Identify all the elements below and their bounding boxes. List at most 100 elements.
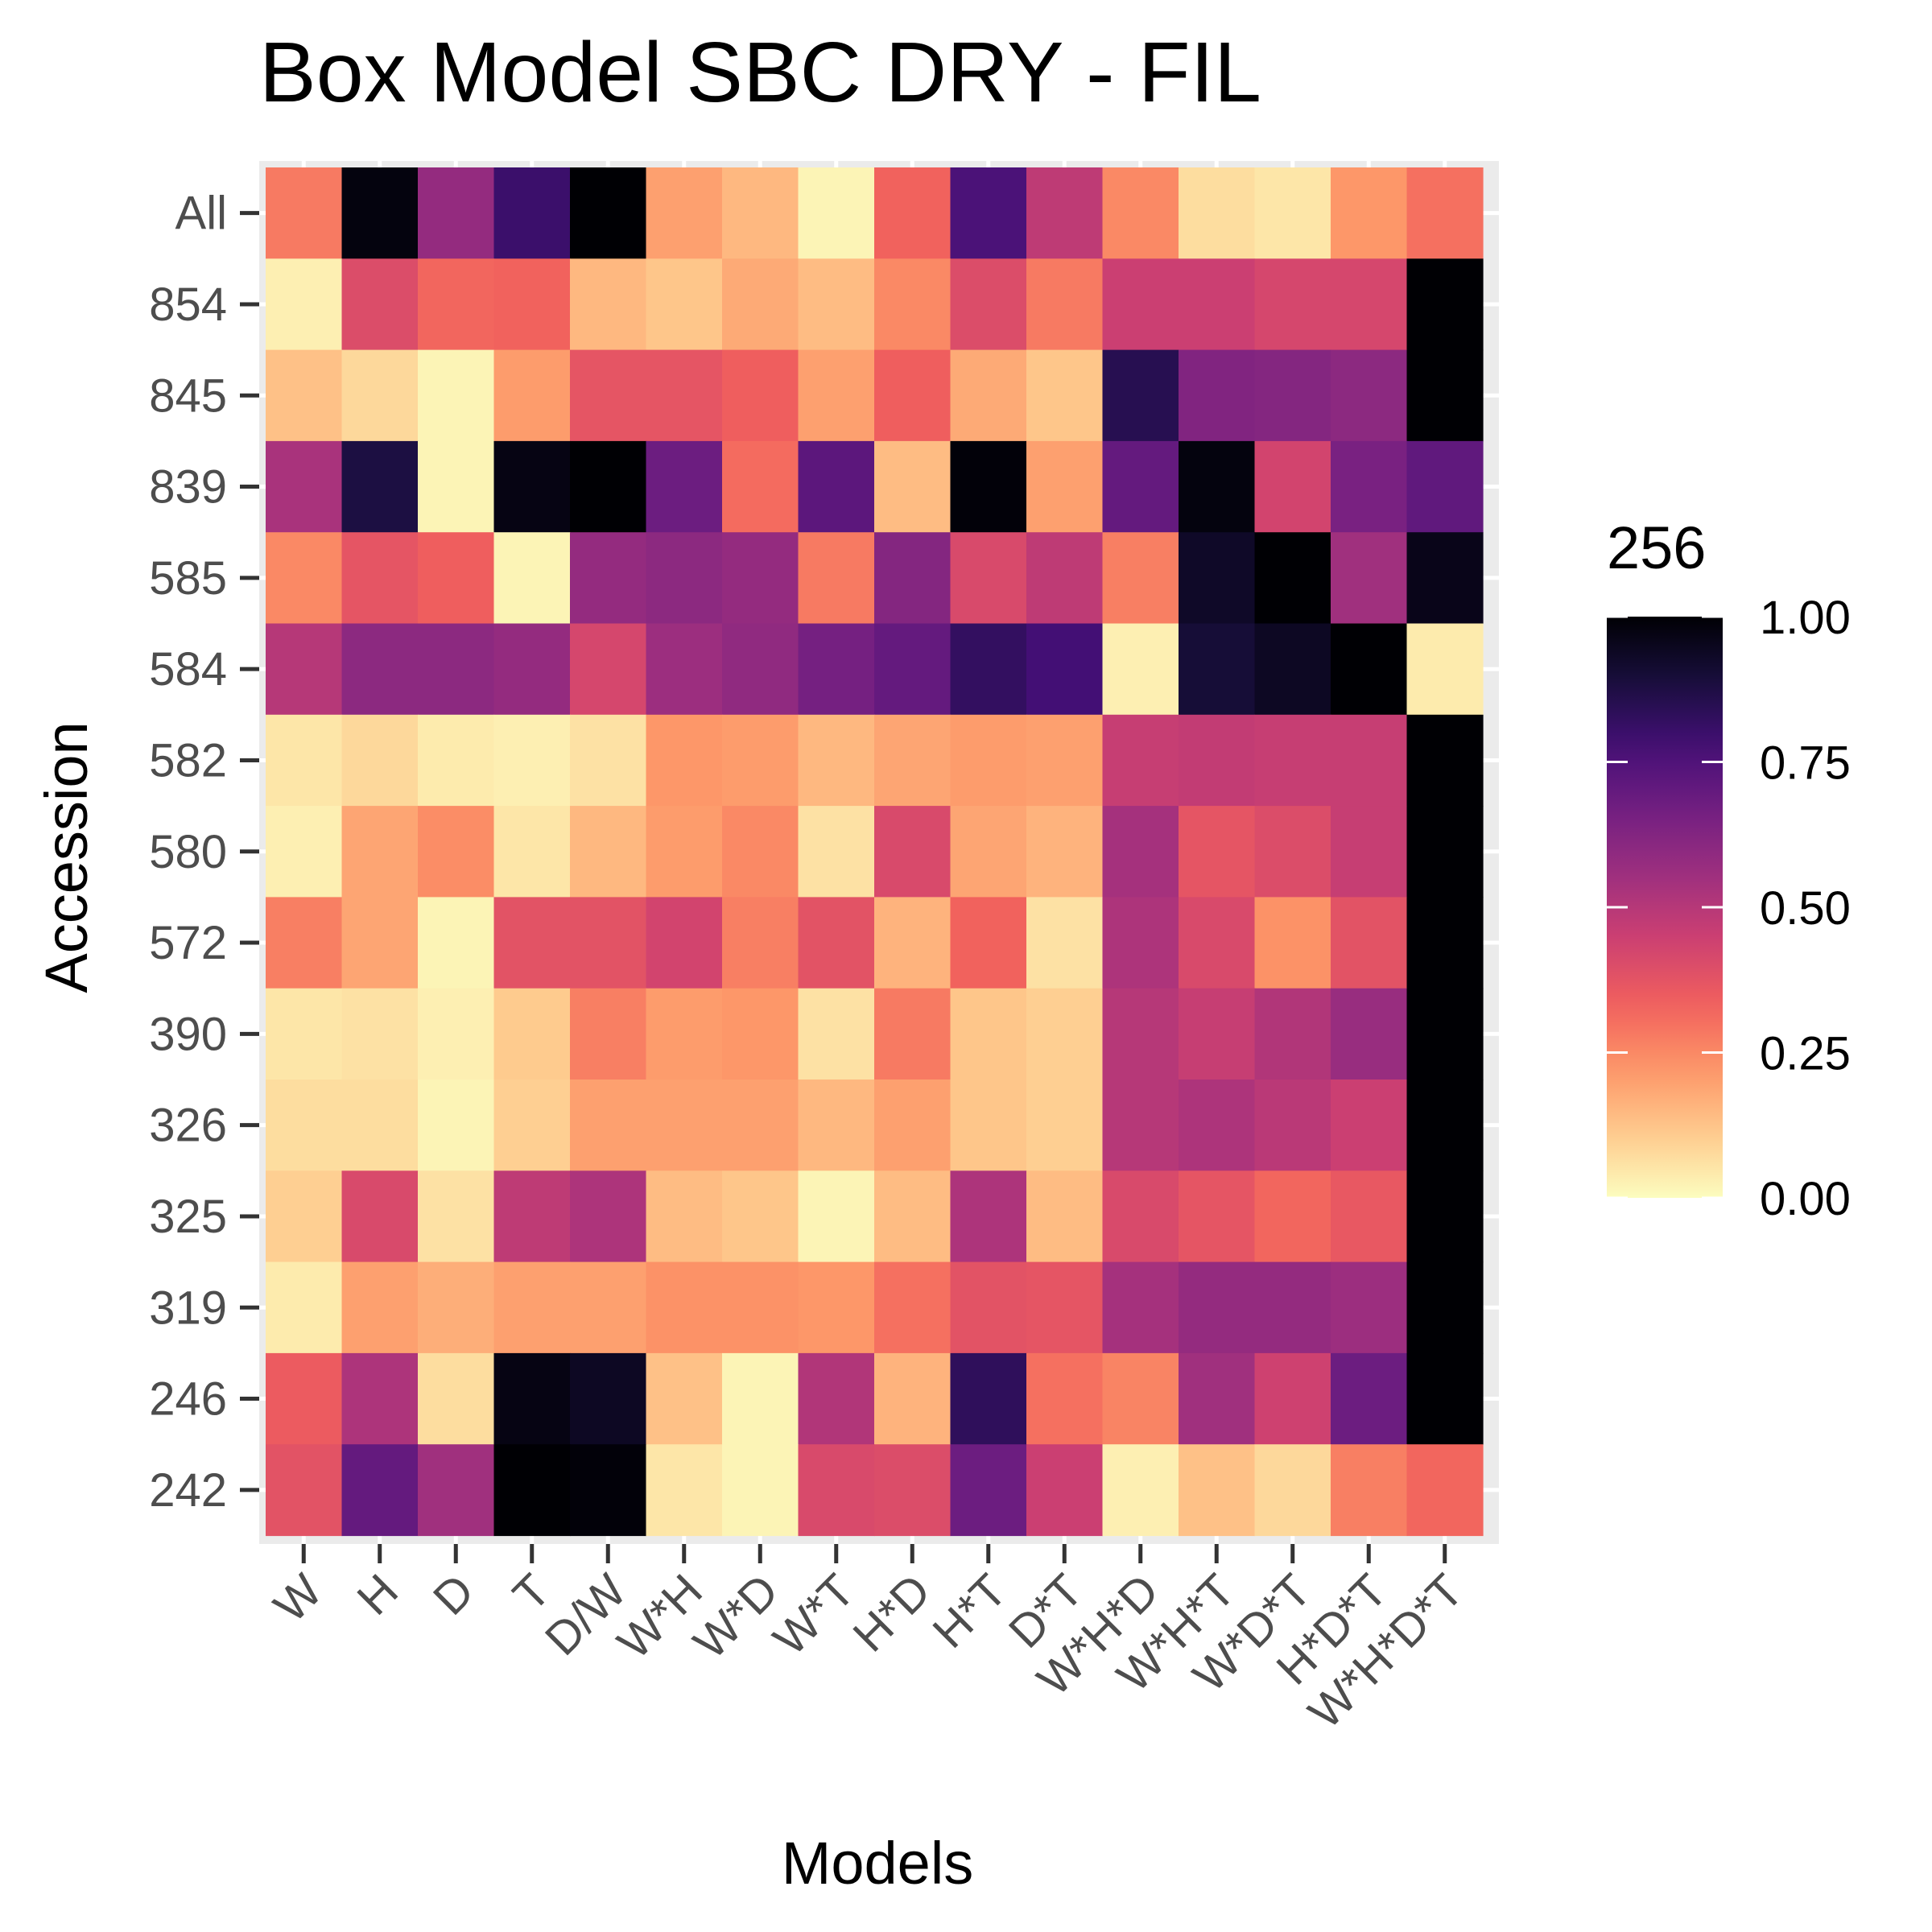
tile-390-wxt: [798, 988, 875, 1080]
tile-582-dxt: [1026, 714, 1104, 807]
tile-845-w: [266, 349, 343, 442]
y-tick-label: 572: [149, 917, 227, 969]
tile-319-wxh: [646, 1261, 723, 1354]
tile-242-wxhxt: [1179, 1444, 1256, 1537]
tile-572-d-w: [570, 897, 647, 989]
tile-854-hxt: [950, 258, 1027, 351]
tile-325-dxt: [1026, 1170, 1104, 1263]
tile-all-wxh: [646, 167, 723, 259]
tile-all-hxd: [874, 167, 952, 259]
tile-242-h: [341, 1444, 419, 1537]
y-tick-label: 319: [149, 1282, 227, 1334]
tile-all-wxd: [722, 167, 799, 259]
tile-582-t: [493, 714, 571, 807]
tile-246-d: [418, 1352, 495, 1445]
tile-326-hxd: [874, 1080, 952, 1171]
tile-584-w: [266, 623, 343, 716]
x-tick-label: W*D: [683, 1564, 788, 1669]
tile-839-dxt: [1026, 440, 1104, 533]
tile-580-wxd: [722, 806, 799, 898]
tile-390-wxh: [646, 988, 723, 1080]
tile-854-t: [493, 258, 571, 351]
tile-246-hxt: [950, 1352, 1027, 1445]
tile-585-wxd: [722, 532, 799, 625]
tile-845-h: [341, 349, 419, 442]
tile-390-wxd: [722, 988, 799, 1080]
tile-854-hxd: [874, 258, 952, 351]
x-tick-label: D: [423, 1564, 485, 1625]
tile-854-wxhxt: [1179, 258, 1256, 351]
x-tick-label: H*T: [923, 1564, 1017, 1658]
legend: 256 1.00 0.75 0.50 0.25 0.00: [1607, 514, 1851, 1225]
plot-panel: [259, 161, 1499, 1544]
chart-title: Box Model SBC DRY - FIL: [259, 25, 1261, 120]
tile-246-d-w: [570, 1352, 647, 1445]
tile-572-wxdxt: [1254, 897, 1331, 989]
tile-580-dxt: [1026, 806, 1104, 898]
tile-584-t: [493, 623, 571, 716]
y-tick-label: 854: [149, 279, 227, 331]
tile-all-d-w: [570, 167, 647, 259]
tile-585-dxt: [1026, 532, 1104, 625]
tile-582-wxt: [798, 714, 875, 807]
tile-580-d-w: [570, 806, 647, 898]
tile-580-wxhxd: [1102, 806, 1179, 898]
tile-582-hxd: [874, 714, 952, 807]
tile-585-h: [341, 532, 419, 625]
tile-580-hxdxt: [1331, 806, 1408, 898]
tile-845-hxt: [950, 349, 1027, 442]
x-tick-label: W: [264, 1564, 332, 1633]
tile-242-d: [418, 1444, 495, 1537]
tile-580-t: [493, 806, 571, 898]
x-axis: W H D TD/WW*HW*DW*TH*DH*TD*TW*H*DW*H*TW*D*T…: [264, 1544, 1473, 1739]
tile-326-d-w: [570, 1080, 647, 1171]
tile-242-t: [493, 1444, 571, 1537]
tile-585-d-w: [570, 532, 647, 625]
tile-845-dxt: [1026, 349, 1104, 442]
tile-246-wxhxd: [1102, 1352, 1179, 1445]
tile-325-t: [493, 1170, 571, 1263]
tile-845-wxt: [798, 349, 875, 442]
tile-584-hxdxt: [1331, 623, 1408, 716]
tile-242-wxhxd: [1102, 1444, 1179, 1537]
tile-572-hxd: [874, 897, 952, 989]
tile-325-wxhxd: [1102, 1170, 1179, 1263]
tile-839-h: [341, 440, 419, 533]
y-tick-label: 845: [149, 369, 227, 422]
tile-572-w: [266, 897, 343, 989]
tile-325-wxdxt: [1254, 1170, 1331, 1263]
tile-580-hxd: [874, 806, 952, 898]
tile-584-d-w: [570, 623, 647, 716]
tile-580-d: [418, 806, 495, 898]
tile-584-hxt: [950, 623, 1027, 716]
tile-854-wxh: [646, 258, 723, 351]
x-tick-label: H*D: [843, 1564, 940, 1662]
tile-580-wxhxt: [1179, 806, 1256, 898]
tile-246-wxhxt: [1179, 1352, 1256, 1445]
tile-325-wxt: [798, 1170, 875, 1263]
legend-label: 0.75: [1760, 737, 1851, 790]
tile-845-wxh: [646, 349, 723, 442]
y-tick-label: 246: [149, 1373, 227, 1426]
legend-title: 256: [1607, 514, 1706, 581]
tile-839-d: [418, 440, 495, 533]
x-tick-label: H: [347, 1564, 408, 1625]
legend-label: 1.00: [1760, 592, 1851, 644]
tile-242-wxhxdxt: [1406, 1444, 1484, 1537]
tile-839-hxdxt: [1331, 440, 1408, 533]
x-axis-title: Models: [782, 1830, 974, 1897]
tile-326-dxt: [1026, 1080, 1104, 1171]
tile-242-dxt: [1026, 1444, 1104, 1537]
tile-582-wxd: [722, 714, 799, 807]
tile-854-hxdxt: [1331, 258, 1408, 351]
legend-label: 0.00: [1760, 1173, 1851, 1225]
tile-242-hxdxt: [1331, 1444, 1408, 1537]
tile-325-hxdxt: [1331, 1170, 1408, 1263]
tile-all-w: [266, 167, 343, 259]
tile-326-wxd: [722, 1080, 799, 1171]
tile-582-hxt: [950, 714, 1027, 807]
tile-246-t: [493, 1352, 571, 1445]
tile-all-hxt: [950, 167, 1027, 259]
tile-390-t: [493, 988, 571, 1080]
tile-584-wxh: [646, 623, 723, 716]
